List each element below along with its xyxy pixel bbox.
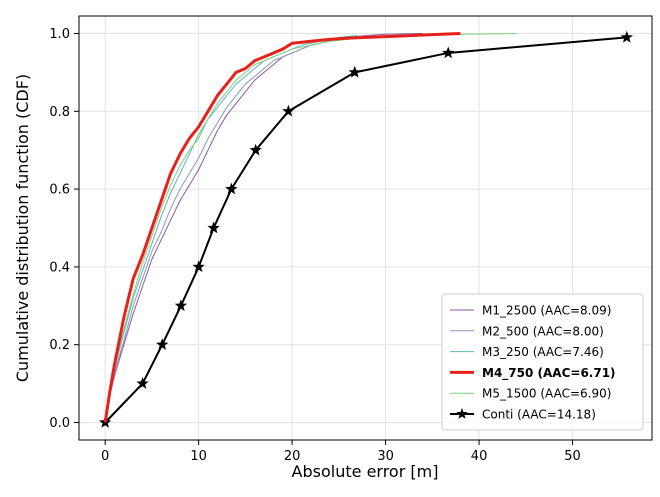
series-star-point (174, 299, 188, 312)
legend-label: M1_2500 (AAC=8.09) (482, 304, 611, 318)
legend-label: M3_250 (AAC=7.46) (482, 345, 604, 359)
legend-entry: M3_250 (AAC=7.46) (450, 345, 604, 359)
x-tick-label: 10 (190, 449, 207, 464)
series-group (98, 30, 633, 428)
series-star-point (282, 104, 295, 117)
series-star-point (156, 338, 169, 350)
series-line-6 (104, 36, 627, 424)
series-star-point (442, 46, 455, 59)
legend-entry: M5_1500 (AAC=6.90) (450, 387, 611, 401)
legend-star-icon (456, 408, 468, 419)
legend-box (441, 293, 644, 431)
x-tick-label: 50 (564, 449, 581, 464)
legend-label: M4_750 (AAC=6.71) (482, 366, 616, 381)
series-star-point (249, 143, 262, 156)
legend-label: M2_500 (AAC=8.00) (482, 324, 604, 338)
y-tick-label: 0.6 (49, 183, 70, 198)
legend-entry: M4_750 (AAC=6.71) (450, 366, 616, 381)
ticks: 0 10 20 30 40 50 0.0 0.2 0.4 0.6 0.8 1.0 (49, 27, 581, 464)
series-star-point (136, 377, 149, 389)
series-line-4 (103, 32, 461, 423)
series-star-point (620, 30, 633, 43)
x-tick-label: 40 (471, 449, 488, 464)
legend-label: M5_1500 (AAC=6.90) (482, 387, 611, 401)
series-star-point (192, 260, 205, 273)
y-tick-label: 1.0 (49, 27, 70, 42)
series-line-2 (104, 38, 339, 423)
y-tick-label: 0.2 (49, 338, 70, 353)
plot-frame (78, 15, 653, 441)
grid (79, 16, 652, 440)
y-tick-label: 0.4 (49, 260, 70, 275)
x-tick-label: 30 (377, 449, 394, 464)
legend-entry: Conti (AAC=14.18) (450, 408, 596, 422)
x-axis-label: Absolute error [m] (292, 462, 439, 481)
series-star-point (348, 65, 361, 78)
x-tick-label: 20 (284, 449, 301, 464)
x-tick-label: 0 (101, 449, 109, 464)
legend-entry: M2_500 (AAC=8.00) (450, 324, 604, 338)
legend-label: Conti (AAC=14.18) (482, 408, 596, 422)
series-line-3 (104, 34, 358, 423)
y-tick-label: 0.8 (49, 105, 70, 120)
series-star-point (225, 182, 238, 195)
y-tick-label: 0.0 (49, 416, 70, 431)
legend: M1_2500 (AAC=8.09) M2_500 (AAC=8.00) M3_25… (441, 293, 644, 431)
series-star-point (207, 221, 220, 234)
y-axis-label: Cumulative distribution function (CDF) (13, 74, 32, 382)
legend-entry: M1_2500 (AAC=8.09) (450, 304, 611, 318)
